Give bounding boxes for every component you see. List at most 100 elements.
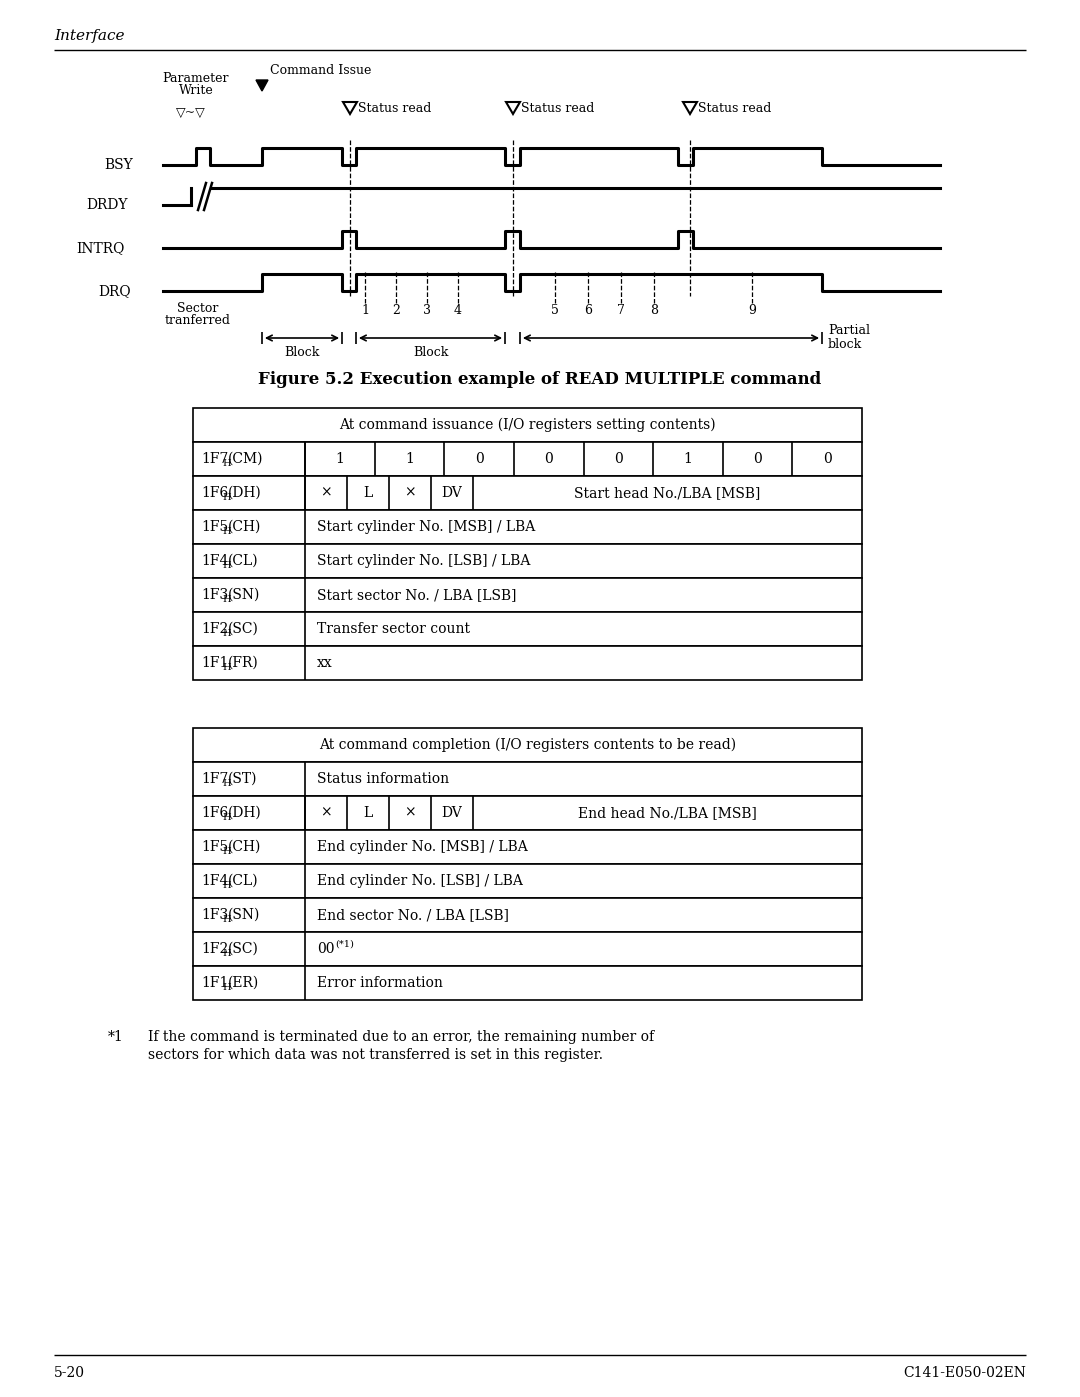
Text: 9: 9 — [748, 305, 756, 317]
Text: 6: 6 — [584, 305, 592, 317]
Text: End sector No. / LBA [LSB]: End sector No. / LBA [LSB] — [318, 908, 509, 922]
Text: DRDY: DRDY — [86, 198, 127, 212]
Bar — [193, 510, 862, 543]
Text: 0: 0 — [544, 453, 553, 467]
Text: 1: 1 — [405, 453, 414, 467]
Text: 1F6: 1F6 — [201, 486, 228, 500]
Text: C141-E050-02EN: C141-E050-02EN — [903, 1366, 1026, 1380]
Bar — [193, 932, 862, 965]
Text: H: H — [222, 949, 231, 957]
Text: 00: 00 — [318, 942, 335, 956]
Text: H: H — [222, 915, 231, 923]
Text: ×: × — [404, 486, 416, 500]
Text: L: L — [363, 806, 373, 820]
Text: tranferred: tranferred — [165, 314, 231, 327]
Text: (ST): (ST) — [228, 773, 257, 787]
Text: sectors for which data was not transferred is set in this register.: sectors for which data was not transferr… — [148, 1048, 603, 1062]
Text: H: H — [222, 813, 231, 821]
Text: H: H — [222, 493, 231, 502]
Text: Write: Write — [178, 84, 214, 96]
Text: H: H — [222, 662, 231, 672]
Bar — [193, 441, 862, 476]
Text: DV: DV — [442, 486, 462, 500]
Text: DV: DV — [442, 806, 462, 820]
Text: Status information: Status information — [318, 773, 449, 787]
Text: End cylinder No. [LSB] / LBA: End cylinder No. [LSB] / LBA — [318, 875, 523, 888]
Text: (CM): (CM) — [228, 453, 264, 467]
Text: (*1): (*1) — [335, 940, 354, 949]
Polygon shape — [343, 102, 357, 115]
Text: If the command is terminated due to an error, the remaining number of: If the command is terminated due to an e… — [148, 1030, 654, 1044]
Bar — [193, 408, 862, 441]
Text: 8: 8 — [650, 305, 658, 317]
Text: (FR): (FR) — [228, 657, 259, 671]
Text: At command issuance (I/O registers setting contents): At command issuance (I/O registers setti… — [339, 418, 716, 432]
Text: ×: × — [320, 806, 332, 820]
Text: 2: 2 — [392, 305, 400, 317]
Text: 0: 0 — [823, 453, 832, 467]
Text: 1: 1 — [684, 453, 692, 467]
Text: 1F7: 1F7 — [201, 773, 228, 787]
Text: Start cylinder No. [MSB] / LBA: Start cylinder No. [MSB] / LBA — [318, 520, 536, 534]
Bar — [193, 476, 862, 510]
Text: H: H — [222, 880, 231, 890]
Bar — [193, 645, 862, 680]
Text: xx: xx — [318, 657, 333, 671]
Text: *1: *1 — [108, 1030, 124, 1044]
Text: (CL): (CL) — [228, 875, 258, 888]
Text: 5: 5 — [551, 305, 559, 317]
Text: Block: Block — [413, 345, 448, 359]
Text: ×: × — [404, 806, 416, 820]
Bar — [193, 612, 862, 645]
Text: Error information: Error information — [318, 977, 443, 990]
Text: H: H — [222, 847, 231, 855]
Polygon shape — [507, 102, 519, 115]
Text: 0: 0 — [475, 453, 484, 467]
Text: (CH): (CH) — [228, 840, 261, 854]
Text: End head No./LBA [MSB]: End head No./LBA [MSB] — [578, 806, 757, 820]
Text: Figure 5.2 Execution example of READ MULTIPLE command: Figure 5.2 Execution example of READ MUL… — [258, 372, 822, 388]
Text: Transfer sector count: Transfer sector count — [318, 622, 470, 636]
Text: Partial: Partial — [828, 324, 870, 338]
Text: (CL): (CL) — [228, 555, 258, 569]
Text: Sector: Sector — [177, 303, 218, 316]
Text: 1F3: 1F3 — [201, 908, 228, 922]
Bar — [193, 796, 862, 830]
Text: H: H — [222, 458, 231, 468]
Text: BSY: BSY — [104, 158, 133, 172]
Bar — [193, 728, 862, 761]
Text: 1F5: 1F5 — [201, 840, 228, 854]
Text: H: H — [222, 629, 231, 637]
Text: 1: 1 — [361, 305, 369, 317]
Bar — [193, 830, 862, 863]
Text: (SN): (SN) — [228, 588, 260, 602]
Text: Command Issue: Command Issue — [270, 63, 372, 77]
Text: block: block — [828, 338, 862, 352]
Text: 1F2: 1F2 — [201, 942, 228, 956]
Text: 4: 4 — [454, 305, 462, 317]
Bar — [193, 898, 862, 932]
Text: H: H — [222, 560, 231, 570]
Text: H: H — [222, 595, 231, 604]
Text: 7: 7 — [617, 305, 625, 317]
Text: 1F7: 1F7 — [201, 453, 228, 467]
Text: 1F5: 1F5 — [201, 520, 228, 534]
Text: L: L — [363, 486, 373, 500]
Polygon shape — [683, 102, 697, 115]
Text: 1F3: 1F3 — [201, 588, 228, 602]
Text: H: H — [222, 982, 231, 992]
Text: H: H — [222, 527, 231, 535]
Text: Status read: Status read — [521, 102, 594, 115]
Text: (CH): (CH) — [228, 520, 261, 534]
Text: 1F4: 1F4 — [201, 555, 228, 569]
Text: 1: 1 — [336, 453, 345, 467]
Text: Parameter: Parameter — [163, 71, 229, 84]
Text: 1F1: 1F1 — [201, 657, 228, 671]
Text: ▽~▽: ▽~▽ — [176, 106, 206, 119]
Text: (SC): (SC) — [228, 622, 259, 636]
Text: Block: Block — [284, 345, 320, 359]
Text: (ER): (ER) — [228, 977, 259, 990]
Text: Status read: Status read — [357, 102, 431, 115]
Text: 0: 0 — [753, 453, 761, 467]
Bar — [193, 578, 862, 612]
